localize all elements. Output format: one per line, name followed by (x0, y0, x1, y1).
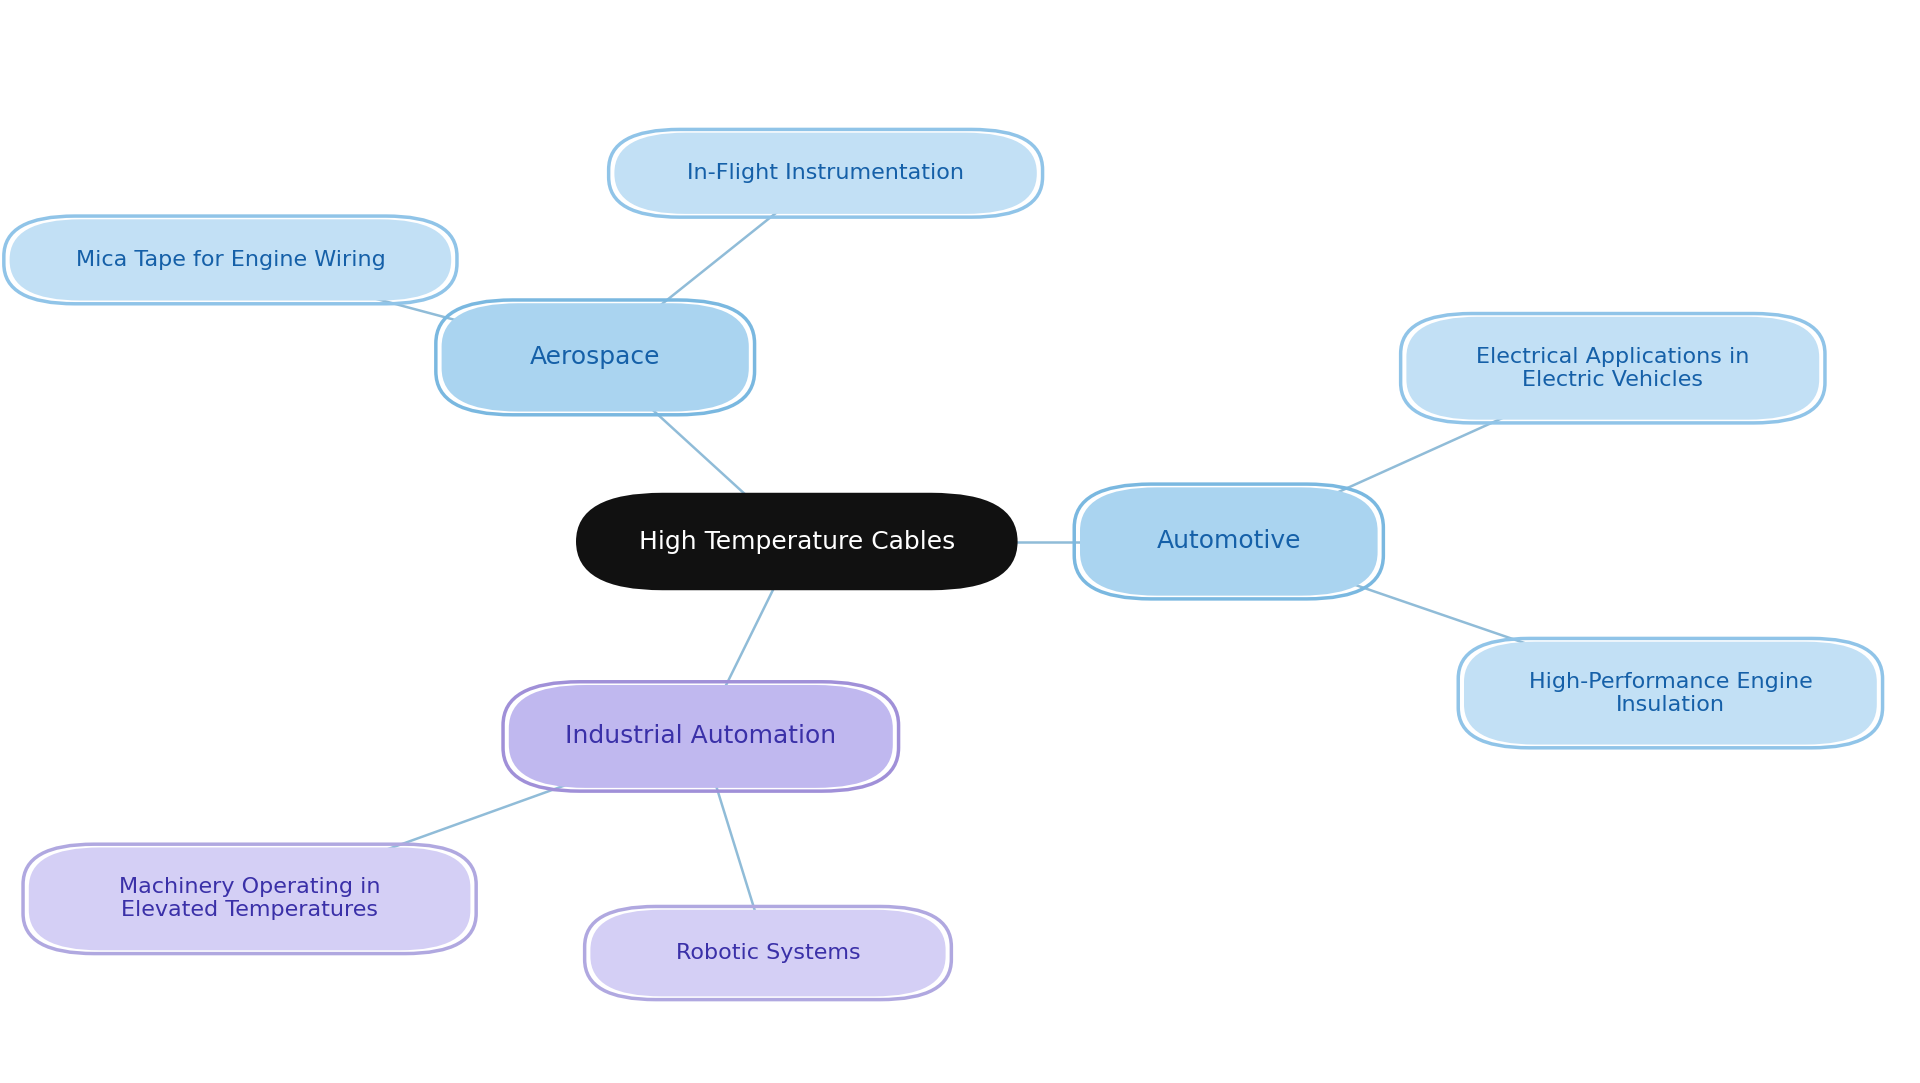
FancyBboxPatch shape (442, 303, 749, 412)
Text: High Temperature Cables: High Temperature Cables (639, 530, 954, 553)
FancyBboxPatch shape (29, 847, 470, 951)
Text: High-Performance Engine
Insulation: High-Performance Engine Insulation (1528, 671, 1812, 715)
Text: Electrical Applications in
Electric Vehicles: Electrical Applications in Electric Vehi… (1476, 347, 1749, 390)
FancyBboxPatch shape (1463, 641, 1876, 745)
FancyBboxPatch shape (1405, 317, 1818, 419)
Text: In-Flight Instrumentation: In-Flight Instrumentation (687, 164, 964, 183)
Text: Machinery Operating in
Elevated Temperatures: Machinery Operating in Elevated Temperat… (119, 877, 380, 921)
FancyBboxPatch shape (1079, 487, 1379, 596)
Text: Robotic Systems: Robotic Systems (676, 943, 860, 963)
Text: Automotive: Automotive (1156, 530, 1302, 553)
FancyBboxPatch shape (10, 219, 451, 300)
Text: Mica Tape for Engine Wiring: Mica Tape for Engine Wiring (75, 250, 386, 270)
Text: Aerospace: Aerospace (530, 345, 660, 369)
Text: Industrial Automation: Industrial Automation (564, 725, 837, 748)
FancyBboxPatch shape (509, 684, 893, 788)
FancyBboxPatch shape (591, 910, 945, 996)
FancyBboxPatch shape (614, 133, 1037, 214)
FancyBboxPatch shape (576, 493, 1018, 590)
